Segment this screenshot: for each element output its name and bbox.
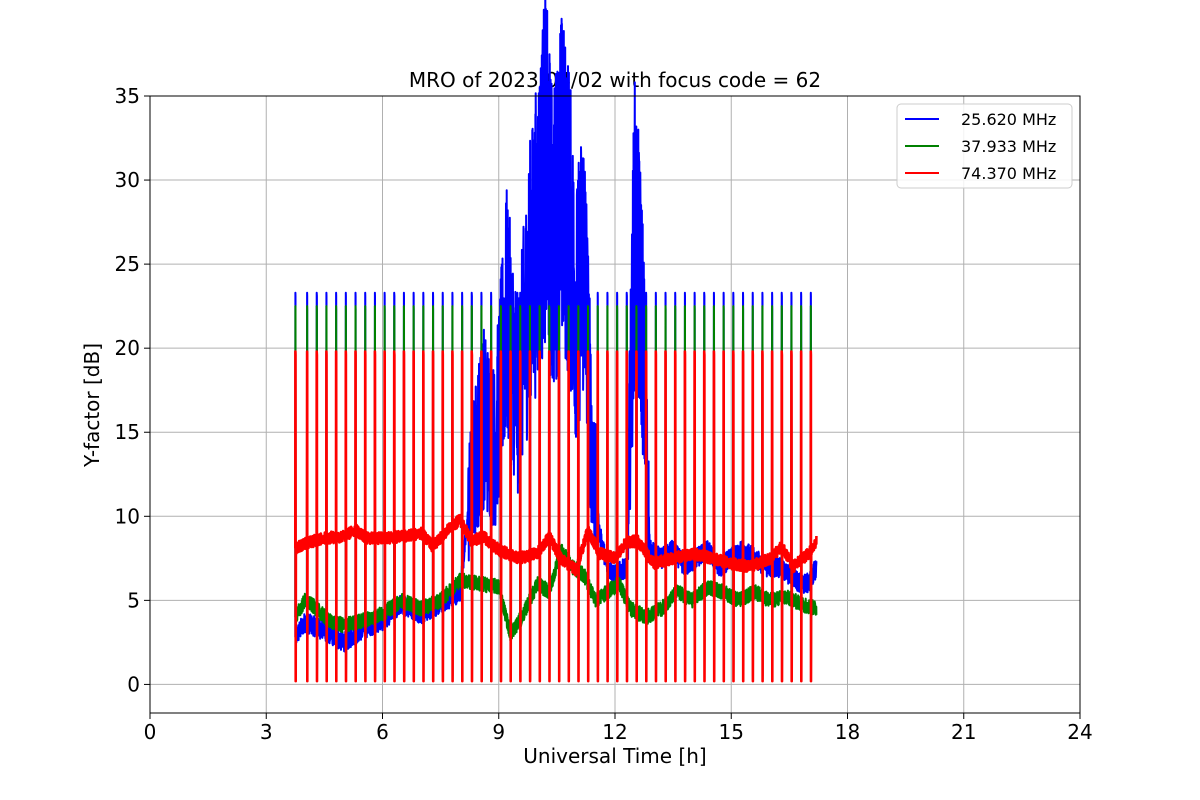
x-tick-label: 3: [260, 720, 273, 744]
y-tick-label: 15: [115, 420, 140, 444]
x-tick-label: 0: [144, 720, 157, 744]
y-axis-label: Y-factor [dB]: [80, 343, 104, 468]
x-tick-label: 21: [951, 720, 976, 744]
x-tick-label: 6: [376, 720, 389, 744]
legend: 25.620 MHz 37.933 MHz 74.370 MHz: [896, 103, 1073, 189]
y-tick-label: 10: [115, 504, 140, 528]
grid: [149, 95, 1081, 713]
series-line: [294, 350, 818, 683]
y-tick-label: 30: [115, 168, 140, 192]
x-tick-label: 12: [602, 720, 627, 744]
legend-label: 37.933 MHz: [961, 137, 1056, 156]
y-tick-label: 5: [127, 588, 140, 612]
y-axis: 0 5 10 15 20 25 30 35: [115, 84, 150, 696]
y-tick-label: 25: [115, 252, 140, 276]
legend-box: [896, 103, 1073, 189]
x-tick-label: 18: [835, 720, 860, 744]
chart-title: MRO of 2023/04/02 with focus code = 62: [409, 68, 821, 92]
legend-label: 74.370 MHz: [961, 164, 1056, 183]
y-tick-label: 35: [115, 84, 140, 108]
y-tick-label: 0: [127, 672, 140, 696]
plot-area: [294, 0, 818, 683]
x-tick-label: 15: [719, 720, 744, 744]
series-line: [294, 305, 818, 681]
legend-label: 25.620 MHz: [961, 110, 1056, 129]
y-tick-label: 20: [115, 336, 140, 360]
x-axis: 0 3 6 9 12 15 18 21 24: [144, 713, 1093, 744]
x-axis-label: Universal Time [h]: [523, 744, 706, 768]
x-tick-label: 24: [1067, 720, 1092, 744]
x-tick-label: 9: [492, 720, 505, 744]
